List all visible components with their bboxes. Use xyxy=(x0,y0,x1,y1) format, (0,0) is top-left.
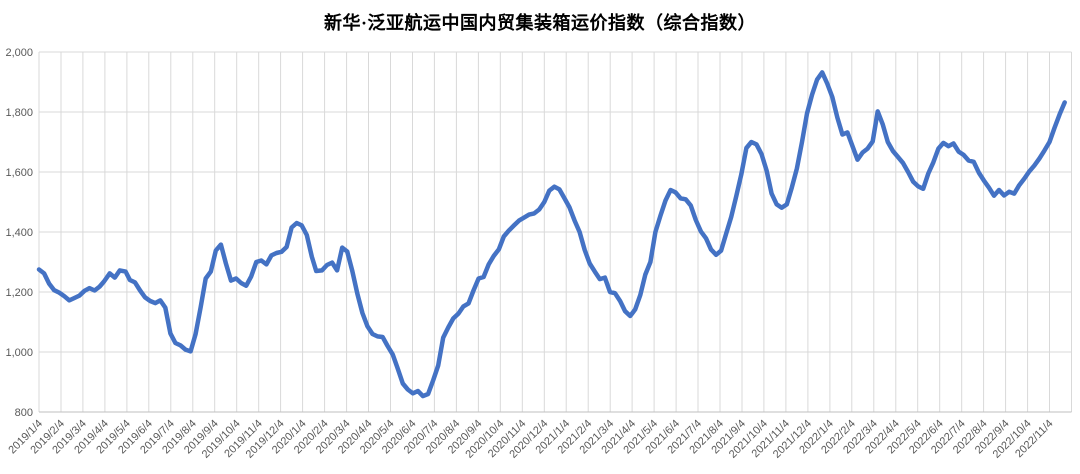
y-tick-label: 1,600 xyxy=(5,167,33,179)
y-tick-label: 1,400 xyxy=(5,227,33,239)
y-tick-label: 1,000 xyxy=(5,347,33,359)
y-tick-label: 1,200 xyxy=(5,287,33,299)
y-tick-label: 2,000 xyxy=(5,47,33,59)
chart-title: 新华·泛亚航运中国内贸集装箱运价指数（综合指数） xyxy=(323,13,756,33)
y-tick-label: 800 xyxy=(15,407,33,419)
index-line-series xyxy=(36,70,1067,399)
y-tick-label: 1,800 xyxy=(5,107,33,119)
